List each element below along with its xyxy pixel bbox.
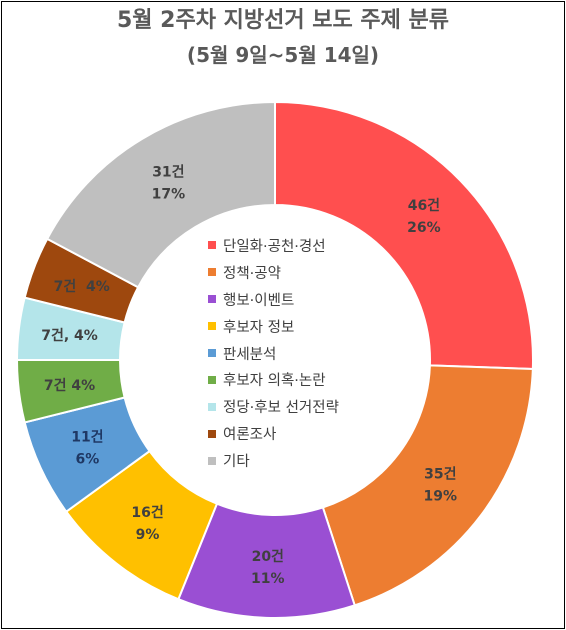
legend-item: 기타 — [208, 447, 339, 474]
legend-item: 후보자 의혹·논란 — [208, 366, 339, 393]
slice-data-label-2-1: 35건 — [424, 466, 456, 483]
legend-label: 후보자 정보 — [223, 319, 295, 336]
legend-label: 판세분석 — [223, 346, 277, 363]
legend-label: 정책·공약 — [223, 265, 281, 282]
slice-data-label-4-2: 9% — [136, 527, 160, 543]
legend-swatch — [208, 322, 216, 331]
legend-swatch — [208, 349, 216, 357]
slice-data-label-3-1: 20건 — [252, 548, 284, 565]
legend-label: 행보·이벤트 — [223, 292, 295, 309]
legend-item: 정당·후보 선거전략 — [208, 393, 339, 420]
legend-swatch — [208, 456, 216, 465]
slice-data-label-3-2: 11% — [251, 571, 285, 587]
legend-item: 단일화·공천·경선 — [208, 232, 339, 259]
legend-label: 단일화·공천·경선 — [223, 238, 326, 255]
legend-item: 여론조사 — [208, 420, 339, 447]
legend-swatch — [208, 241, 216, 250]
legend-swatch — [208, 402, 216, 411]
chart-title-main: 5월 2주차 지방선거 보도 주제 분류 — [116, 8, 450, 33]
legend-item: 행보·이벤트 — [208, 286, 339, 313]
slice-data-label-7-1: 7건, 4% — [41, 327, 98, 344]
donut-slice-2 — [321, 364, 534, 607]
legend-item: 정책·공약 — [208, 259, 339, 286]
legend-swatch — [208, 375, 216, 384]
chart-title: 5월 2주차 지방선거 보도 주제 분류 (5월 9일~5월 14일) — [0, 4, 566, 72]
slice-data-label-1-1: 46건 — [408, 197, 440, 214]
legend-item: 후보자 정보 — [208, 313, 339, 340]
slice-data-label-6-1: 7건 4% — [44, 377, 95, 394]
legend-label: 기타 — [223, 454, 250, 471]
slice-data-label-9-2: 17% — [152, 187, 186, 203]
donut-slice-9 — [45, 100, 276, 289]
slice-data-label-5-2: 6% — [76, 451, 100, 467]
legend-swatch — [208, 268, 216, 277]
legend-swatch — [208, 295, 216, 304]
legend-label: 정당·후보 선거전략 — [223, 400, 339, 417]
slice-data-label-2-2: 19% — [424, 489, 458, 505]
chart-subtitle: (5월 9일~5월 14일) — [186, 43, 380, 67]
legend-swatch — [208, 429, 216, 438]
slice-data-label-4-1: 16건 — [131, 504, 163, 521]
legend-item: 판세분석 — [208, 340, 339, 367]
slice-data-label-1-2: 26% — [407, 220, 441, 236]
slice-data-label-8-1: 7건 4% — [54, 278, 110, 295]
slice-data-label-9-1: 31건 — [152, 164, 184, 181]
donut-slice-1 — [274, 100, 534, 371]
legend-label: 후보자 의혹·논란 — [223, 373, 326, 390]
legend-label: 여론조사 — [223, 427, 277, 444]
slice-data-label-5-1: 11건 — [71, 428, 103, 445]
